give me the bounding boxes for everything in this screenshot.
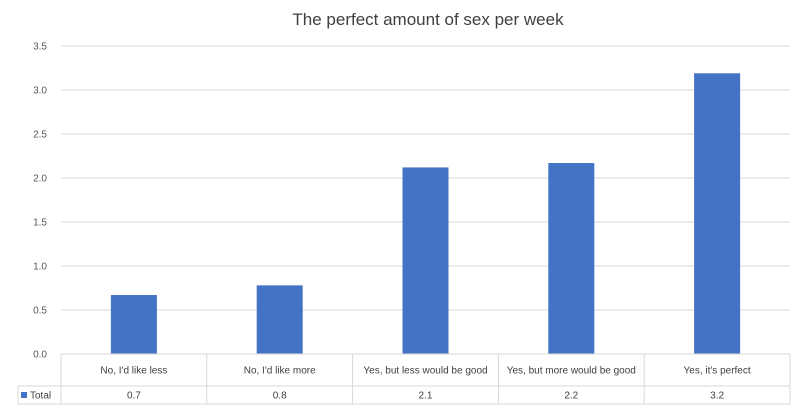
y-tick-label: 0.0 <box>33 350 47 361</box>
data-table: No, I'd like less No, I'd like more Yes, b… <box>17 353 791 405</box>
y-tick-label: 3.5 <box>33 42 47 53</box>
y-tick-label: 2.0 <box>33 174 47 185</box>
y-tick-label: 1.5 <box>33 218 47 229</box>
data-label: 3.2 <box>710 391 724 402</box>
category-label: No, I'd like more <box>244 366 316 377</box>
y-tick-label: 3.0 <box>33 86 47 97</box>
y-tick-label: 1.0 <box>33 262 47 273</box>
bar <box>110 295 157 354</box>
legend-key <box>21 392 27 398</box>
category-label: Yes, but less would be good <box>363 366 487 377</box>
bar <box>548 163 595 354</box>
y-tick-label: 2.5 <box>33 130 47 141</box>
bars <box>110 73 741 354</box>
bar <box>402 167 449 354</box>
data-label: 2.2 <box>564 391 578 402</box>
y-axis: 0.0 0.5 1.0 1.5 2.0 2.5 3.0 3.5 <box>33 42 47 361</box>
data-label: 2.1 <box>419 391 433 402</box>
bar <box>256 285 303 354</box>
y-tick-label: 0.5 <box>33 306 47 317</box>
bar <box>694 73 741 354</box>
category-label: Yes, but more would be good <box>507 366 636 377</box>
chart-title: The perfect amount of sex per week <box>292 10 564 29</box>
data-label: 0.7 <box>127 391 141 402</box>
category-label: No, I'd like less <box>100 366 167 377</box>
legend-label: Total <box>30 391 51 402</box>
category-label: Yes, it's perfect <box>684 366 751 377</box>
data-label: 0.8 <box>273 391 287 402</box>
